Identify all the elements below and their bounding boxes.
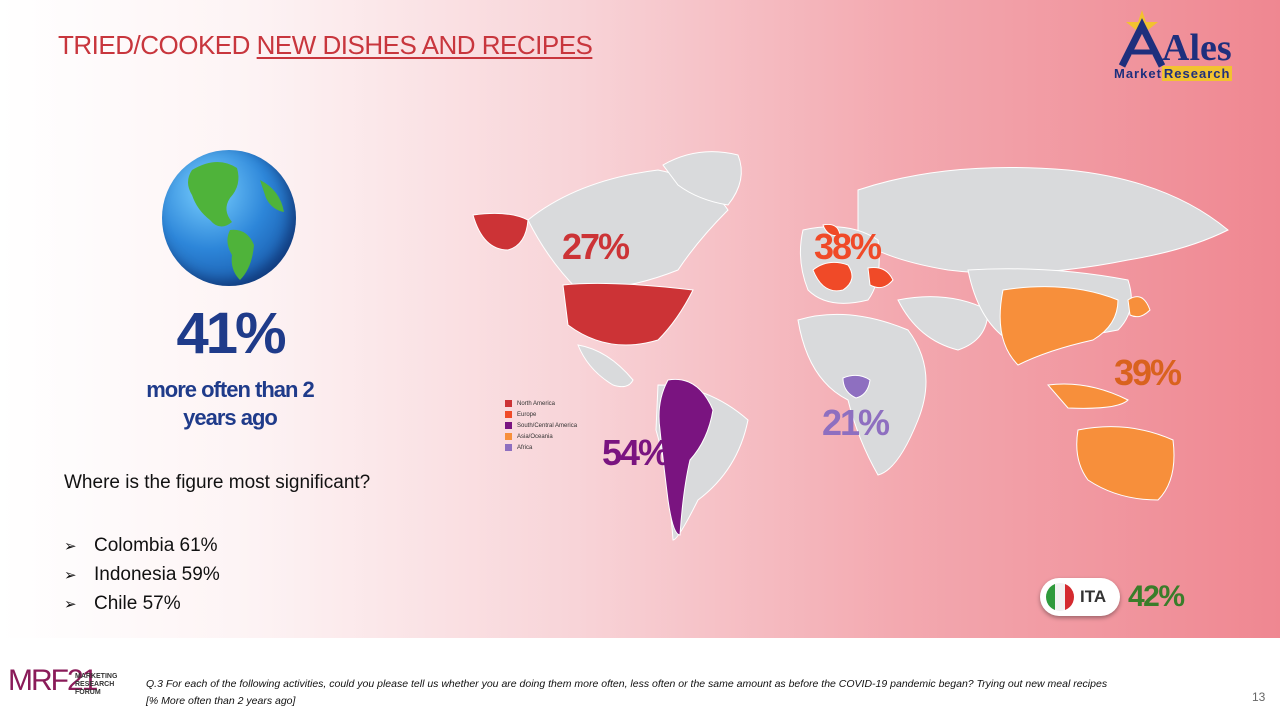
ales-logo: Ales Market Research [1108,8,1270,86]
slide-title: TRIED/COOKED NEW DISHES AND RECIPES [58,30,593,60]
south-america-pct: 54% [602,432,670,473]
asia-oceania-shape [999,286,1175,501]
north-america-shape [472,212,694,346]
page-number: 13 [1252,690,1266,704]
italy-pct: 42% [1128,580,1185,613]
italy-badge: ITA [1040,578,1120,616]
logo-text: Ales [1162,27,1232,69]
mrf-logo-subtitle: MARKETING RESEARCH FORUM [75,673,118,696]
arrow-bullet-icon: ➢ [64,537,77,555]
footer [0,638,1280,720]
world-map [472,151,1229,541]
list-item: ➢ Indonesia 59% [64,563,220,585]
europe-pct: 38% [814,226,882,267]
asia-oceania-pct: 39% [1114,352,1182,393]
legend-item: Europe [505,409,577,420]
europe-shape [812,224,894,292]
greenland-region [662,151,742,206]
north-america-pct: 27% [562,226,630,267]
latin-america-shape [658,378,714,536]
legend-item: North America [505,398,577,409]
question-note: Q.3 For each of the following activities… [146,678,1108,707]
central-america-region [577,344,634,388]
globe-icon [162,150,296,286]
top-countries-list: ➢ Colombia 61% ➢ Indonesia 59% ➢ Chile 57% [64,531,220,618]
africa-pct: 21% [822,402,890,443]
question-text: Where is the figure most significant? [64,472,371,493]
list-item: ➢ Colombia 61% [64,534,218,556]
logo-subtitle: Market Research [1114,66,1233,81]
mrf-logo: MRF21 [8,664,98,697]
russia-region [857,167,1229,274]
global-label: more often than 2 years ago [146,377,315,430]
legend-item: Africa [505,442,577,453]
map-legend: North America Europe South/Central Ameri… [505,398,577,453]
italy-flag-icon [1046,583,1074,611]
list-item: ➢ Chile 57% [64,592,181,614]
middle-east-region [897,296,989,351]
africa-shape [842,374,871,399]
logo-star-icon [1118,10,1166,68]
arrow-bullet-icon: ➢ [64,595,77,613]
legend-item: South/Central America [505,420,577,431]
arrow-bullet-icon: ➢ [64,566,77,584]
legend-item: Asia/Oceania [505,431,577,442]
global-percentage: 41% [176,301,286,366]
italy-code: ITA [1080,587,1107,606]
